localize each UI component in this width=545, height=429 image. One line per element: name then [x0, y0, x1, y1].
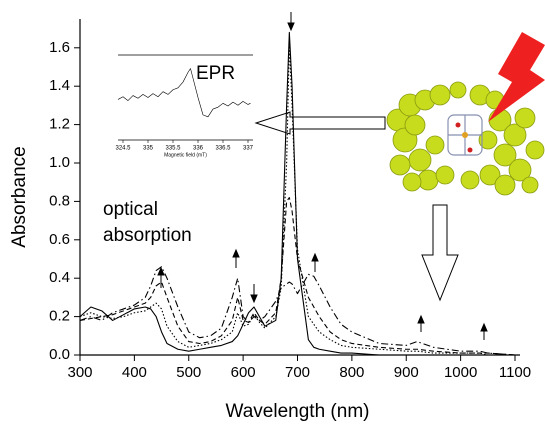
x-tick-label: 600 — [231, 364, 256, 381]
x-tick-label: 500 — [176, 364, 201, 381]
series-line — [117, 68, 251, 118]
y-tick-label: 1.0 — [49, 154, 70, 171]
x-tick-label: 335.5 — [165, 145, 181, 151]
y-tick-label: 0.0 — [49, 346, 70, 363]
arrow-down — [421, 204, 459, 302]
x-tick-label: 336.5 — [215, 145, 231, 151]
x-tick-label: 324.5 — [115, 145, 131, 151]
arrow-to-epr — [254, 111, 386, 135]
y-tick-label: 1.2 — [49, 116, 70, 133]
change-arrows — [157, 12, 488, 340]
x-axis-label: Wavelength (nm) — [226, 401, 370, 422]
y-tick-label: 0.2 — [49, 308, 70, 325]
series-line — [79, 197, 516, 356]
x-tick-label: 1000 — [444, 364, 477, 381]
x-axis-label: Magnetic field (mT) — [164, 152, 207, 158]
annotation: absorption — [103, 225, 192, 246]
x-tick-label: 335 — [143, 145, 154, 151]
annotation: optical — [103, 199, 158, 220]
x-tick-label: 800 — [339, 364, 364, 381]
annotation: EPR — [196, 63, 235, 84]
x-tick-label: 300 — [67, 364, 92, 381]
x-tick-label: 400 — [122, 364, 147, 381]
y-tick-label: 0.8 — [49, 192, 70, 209]
x-tick-label: 336 — [193, 145, 204, 151]
series-line — [79, 266, 516, 356]
y-axis-label: Absorbance — [9, 146, 30, 247]
y-tick-label: 0.4 — [49, 269, 70, 286]
x-tick-label: 700 — [285, 364, 310, 381]
x-tick-label: 900 — [394, 364, 419, 381]
y-tick-label: 1.4 — [49, 77, 70, 94]
molecule-illustration — [386, 32, 545, 196]
series-line — [79, 31, 515, 356]
y-tick-label: 0.6 — [49, 231, 70, 248]
x-tick-label: 337 — [243, 145, 254, 151]
y-tick-label: 1.6 — [49, 39, 70, 56]
x-tick-label: 1100 — [499, 364, 531, 381]
series-line — [79, 43, 515, 356]
